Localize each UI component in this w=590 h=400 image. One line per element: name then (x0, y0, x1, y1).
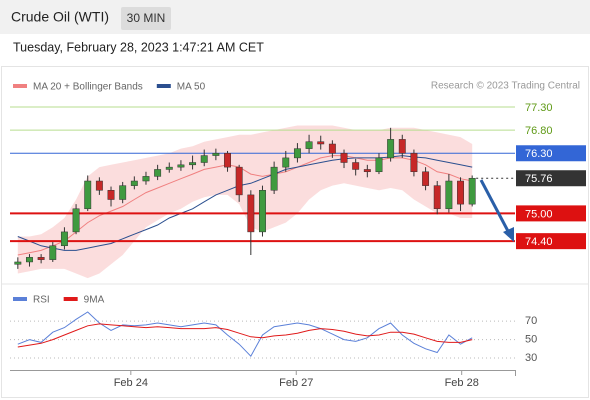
candle-body (49, 245, 57, 260)
y-tick-label: 30 (525, 352, 537, 364)
indicator-line (17, 323, 473, 348)
candle-body (433, 185, 441, 210)
x-tick-label: Feb 28 (445, 377, 479, 389)
credit: Research © 2023 Trading Central (431, 81, 580, 92)
candle-body (457, 180, 464, 205)
candle-body (352, 162, 360, 170)
candle-body (317, 141, 325, 145)
candle-body (107, 190, 115, 200)
candle-body (224, 153, 231, 168)
interval-badge (121, 7, 171, 30)
ma-line (17, 155, 473, 256)
legend-label: MA 20 + Bollinger Bands (33, 82, 143, 93)
legend-swatch (156, 84, 171, 88)
candle-body (445, 180, 453, 210)
level-label: 76.30 (525, 148, 553, 160)
candle-body (177, 164, 185, 168)
legend-swatch (63, 297, 78, 301)
forecast-arrowhead (503, 227, 514, 242)
forecast-arrow (479, 179, 511, 234)
last-price-label: 75.76 (525, 173, 553, 185)
title: Crude Oil (WTI) (11, 9, 109, 25)
chart-frame (1, 66, 589, 398)
legend-swatch (13, 297, 27, 301)
level-label-box (516, 145, 586, 162)
candle-body (340, 153, 348, 163)
candle-body (282, 157, 290, 168)
x-tick-label: Feb 24 (114, 377, 148, 389)
candle-body (363, 169, 371, 173)
candle-body (410, 153, 418, 173)
legend-label: MA 50 (177, 82, 206, 93)
candle-body (119, 185, 127, 200)
legend-label: 9MA (84, 295, 105, 306)
candle-body (37, 257, 45, 260)
level-label: 74.40 (525, 236, 553, 248)
legend-swatch (13, 84, 27, 88)
candle-body (305, 141, 313, 149)
candle-body (14, 261, 22, 265)
indicator-line (17, 311, 473, 358)
x-tick-label: Feb 27 (279, 377, 313, 389)
candle-body (60, 231, 68, 247)
y-tick-label: 50 (525, 334, 537, 346)
level-label: 75.00 (525, 208, 553, 220)
candle-body (398, 139, 406, 154)
candle-body (200, 155, 208, 163)
candle-body (328, 143, 336, 154)
level-label: 76.80 (525, 125, 553, 137)
timestamp: Tuesday, February 28, 2023 1:47:21 AM CE… (13, 40, 264, 54)
candle-body (235, 166, 243, 196)
candle-body (270, 166, 278, 191)
candle-body (387, 139, 395, 159)
plot-layer: MA 20 + Bollinger Bands MA 50 77.30 76.80 76… (10, 82, 586, 389)
candle-body (422, 171, 430, 186)
candle-body (468, 177, 476, 205)
candle-body (84, 180, 92, 210)
candle-body (165, 166, 173, 170)
candle-body (95, 180, 103, 191)
candle-body (154, 169, 162, 177)
y-tick-label: 70 (525, 315, 537, 327)
level-label-box (516, 233, 586, 250)
level-label: 77.30 (525, 102, 553, 114)
ma-line (17, 155, 473, 251)
candle-body (375, 157, 383, 173)
candle-body (26, 257, 33, 263)
candle-body (72, 208, 80, 233)
candle-body (212, 153, 220, 156)
candle-body (259, 190, 266, 233)
interval: 30 MIN (127, 11, 166, 25)
header-bar (0, 0, 590, 34)
last-price-box (516, 170, 586, 187)
legend-label: RSI (33, 295, 50, 306)
candle-body (293, 148, 301, 159)
candle-body (247, 194, 255, 233)
candle-body (142, 176, 150, 182)
candle-body (130, 180, 138, 186)
level-label-box (516, 205, 586, 222)
candle-body (189, 162, 197, 166)
